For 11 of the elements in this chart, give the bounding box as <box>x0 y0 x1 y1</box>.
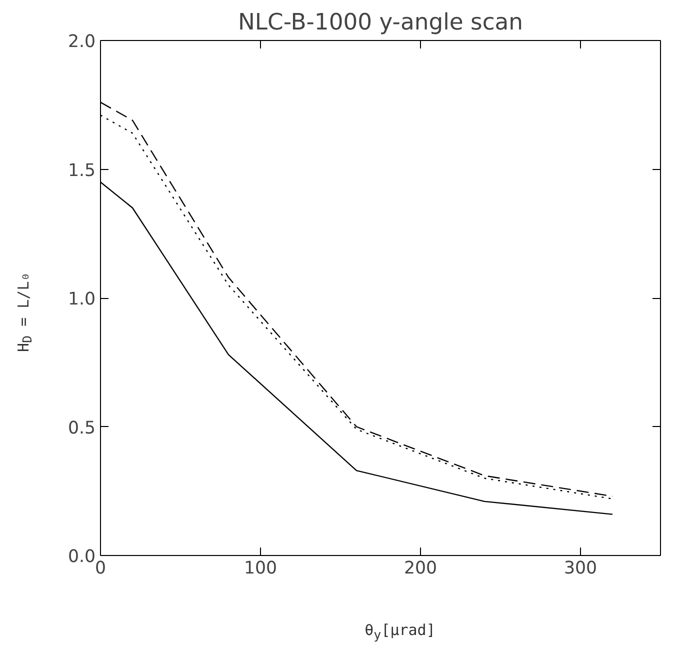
y-tick-label: 0.0 <box>68 547 96 567</box>
y-tick-label: 0.5 <box>68 418 96 438</box>
x-tick-label: 100 <box>244 558 278 578</box>
x-tick-label: 300 <box>564 558 598 578</box>
x-axis-title: θ$_{y}$[μrad] <box>364 620 436 644</box>
x-tick-label: 200 <box>404 558 438 578</box>
y-tick-label: 1.5 <box>68 160 96 181</box>
x-tick-label: 0 <box>94 558 106 578</box>
y-tick-label: 2.0 <box>68 32 96 52</box>
chart-title: NLC-B-1000 y-angle scan <box>238 10 524 36</box>
y-tick-label: 1.0 <box>68 290 96 310</box>
